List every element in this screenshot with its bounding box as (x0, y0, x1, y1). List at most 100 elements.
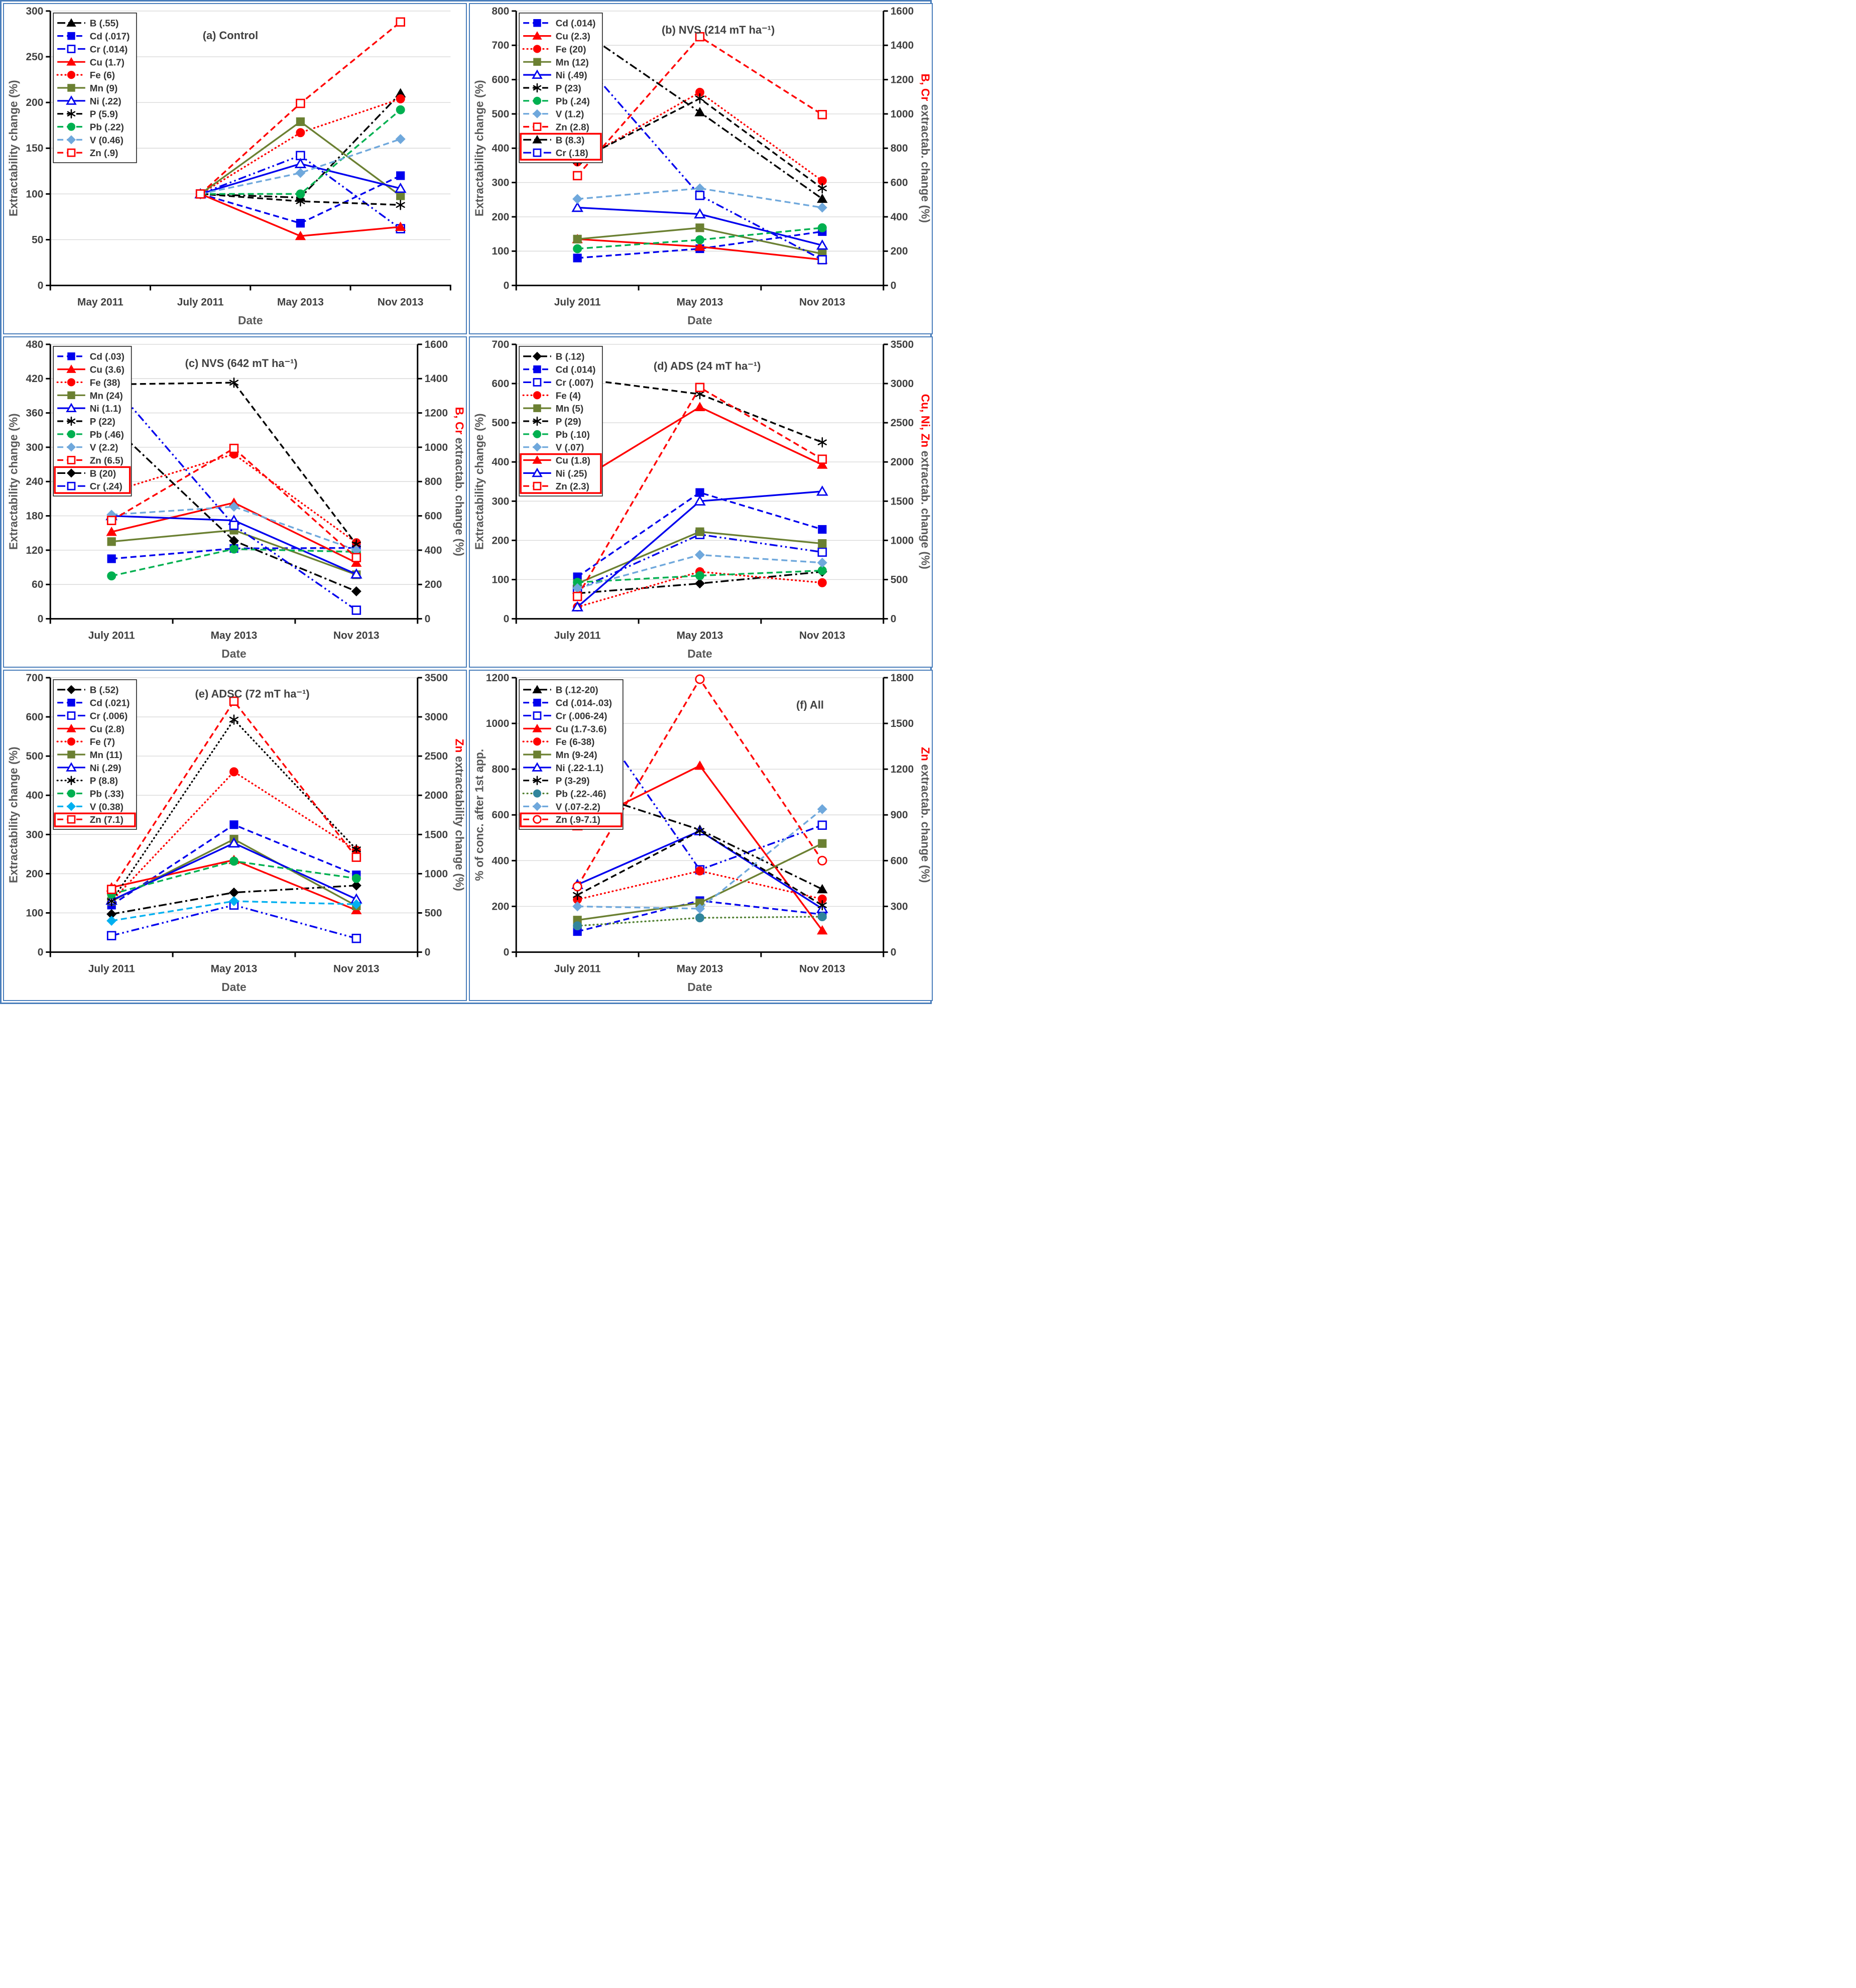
legend-marker-Mn (67, 84, 75, 92)
panel-c: 0 60 120 180 240 300 360 420 480 0 200 400 600 800 100… (3, 336, 467, 668)
x-tick-label: Nov 2013 (799, 296, 845, 308)
legend-marker-Cu (66, 57, 76, 66)
x-tick-label: May 2013 (277, 296, 324, 308)
series-marker-Pb (351, 874, 361, 883)
series-marker-Mn (695, 223, 704, 232)
legend-highlight-box (54, 812, 136, 827)
right-tick-label: 600 (425, 511, 442, 522)
series-marker-Ni (394, 182, 407, 193)
left-tick-label: 700 (492, 339, 510, 350)
x-axis-title: Date (687, 980, 712, 993)
legend-label-Pb: Pb (.22) (90, 122, 124, 133)
left-tick-label: 0 (38, 947, 44, 958)
legend-label-P: P (22) (90, 417, 115, 427)
right-tick-label: 500 (425, 907, 442, 919)
right-tick-label: 800 (891, 143, 908, 154)
right-tick-label: 1200 (425, 408, 448, 419)
series-marker-Zn (695, 674, 705, 684)
panel-f-chart: 0 200 400 600 800 1000 1200 0 300 600 900 1200 1500 1… (473, 672, 932, 993)
left-tick-label: 60 (32, 579, 43, 590)
right-tick-label: 1000 (891, 108, 914, 120)
right-tick-label: 1200 (891, 764, 914, 775)
legend-marker-Cr (67, 45, 76, 53)
x-tick-label: May 2013 (211, 630, 258, 641)
panel-a: 0 50 100 150 200 250 300 May 2011 July 2011 May 2… (3, 3, 467, 334)
left-tick-label: 100 (26, 907, 44, 919)
legend-label-Mn: Mn (5) (556, 404, 584, 414)
panel-f: 0 200 400 600 800 1000 1200 0 300 600 900 1200 1500 1… (469, 670, 933, 1001)
legend-marker-Fe (67, 71, 76, 79)
series-marker-Ni (816, 239, 828, 250)
series-marker-Cu (106, 527, 117, 536)
x-tick-label: May 2013 (677, 296, 723, 308)
series-marker-Zn (817, 454, 827, 464)
x-axis-title: Date (687, 314, 712, 327)
left-tick-label: 600 (492, 378, 510, 390)
legend-label-Pb: Pb (.22-.46) (556, 789, 606, 799)
series-line-Cr (111, 904, 357, 939)
x-tick-label: Nov 2013 (799, 630, 845, 641)
legend-highlight-box (54, 466, 131, 494)
legend-marker-Cr (67, 711, 76, 720)
left-axis-title: Extractability change (%) (7, 747, 20, 883)
legend-marker-Cr (533, 378, 542, 387)
left-tick-label: 240 (26, 476, 44, 487)
legend-marker-Zn (533, 815, 542, 824)
legend-label-Cd: Cd (.014-.03) (556, 698, 612, 709)
legend-marker-Mn (67, 391, 75, 400)
series-marker-Zn (817, 855, 827, 865)
legend-marker-P (67, 109, 76, 118)
legend-label-Cu: Cu (1.7-3.6) (556, 724, 607, 734)
left-tick-label: 800 (492, 764, 510, 775)
legend-marker-Mn (533, 58, 541, 66)
series-marker-Pb (817, 223, 827, 232)
left-tick-label: 400 (492, 143, 510, 154)
series-marker-Pb (396, 105, 405, 114)
legend-label-Cr: Cr (.014) (90, 44, 128, 55)
series-marker-V (817, 557, 827, 568)
right-tick-label: 0 (891, 613, 897, 625)
legend-marker-Mn (533, 404, 541, 412)
series-line-Fe (110, 771, 357, 902)
left-tick-label: 250 (26, 51, 44, 63)
series-marker-V (817, 804, 827, 814)
series-marker-Pb (695, 913, 704, 923)
legend-label-V: V (.07) (556, 443, 584, 453)
right-tick-label: 0 (425, 947, 431, 958)
legend-label-Pb: Pb (.24) (556, 96, 590, 107)
left-tick-label: 600 (26, 711, 44, 723)
left-tick-label: 300 (492, 177, 510, 189)
chart-title: (b) NVS (214 mT ha⁻¹) (662, 24, 775, 36)
legend-label-Pb: Pb (.33) (90, 789, 124, 799)
legend-marker-Cu (66, 723, 76, 732)
legend-label-Mn: Mn (9-24) (556, 750, 597, 761)
legend-marker-Cr (67, 481, 76, 490)
legend-marker-Cd (533, 365, 541, 374)
right-tick-label: 1600 (891, 6, 914, 17)
x-tick-label: May 2013 (677, 963, 723, 974)
panel-e: 0 100 200 300 400 500 600 700 0 500 1000 1500 2000 25… (3, 670, 467, 1001)
legend-label-Cd: Cd (.014) (556, 19, 596, 29)
series-marker-Zn (106, 885, 116, 894)
series-marker-V (572, 901, 583, 912)
left-axis-title: Extractability change (%) (473, 80, 486, 216)
series-marker-Cr (695, 190, 705, 200)
series-marker-P (351, 844, 361, 855)
legend-marker-Ni (66, 762, 77, 772)
series-marker-Pb (107, 571, 116, 581)
series-marker-Zn (229, 696, 239, 706)
legend-marker-V (532, 109, 542, 118)
series-marker-Cu (295, 230, 306, 240)
x-tick-label: May 2013 (211, 963, 258, 974)
legend-label-P: P (29) (556, 417, 581, 427)
series-marker-Pb (573, 921, 582, 931)
right-tick-label: 3000 (891, 378, 914, 390)
legend-marker-B (66, 18, 76, 27)
series-marker-Pb (695, 571, 704, 580)
series-marker-Pb (817, 912, 827, 921)
x-tick-label: Nov 2013 (333, 963, 380, 974)
series-marker-P (695, 93, 705, 104)
left-tick-label: 200 (492, 901, 510, 912)
right-tick-label: 1800 (891, 672, 914, 684)
right-tick-label: 200 (891, 245, 908, 257)
